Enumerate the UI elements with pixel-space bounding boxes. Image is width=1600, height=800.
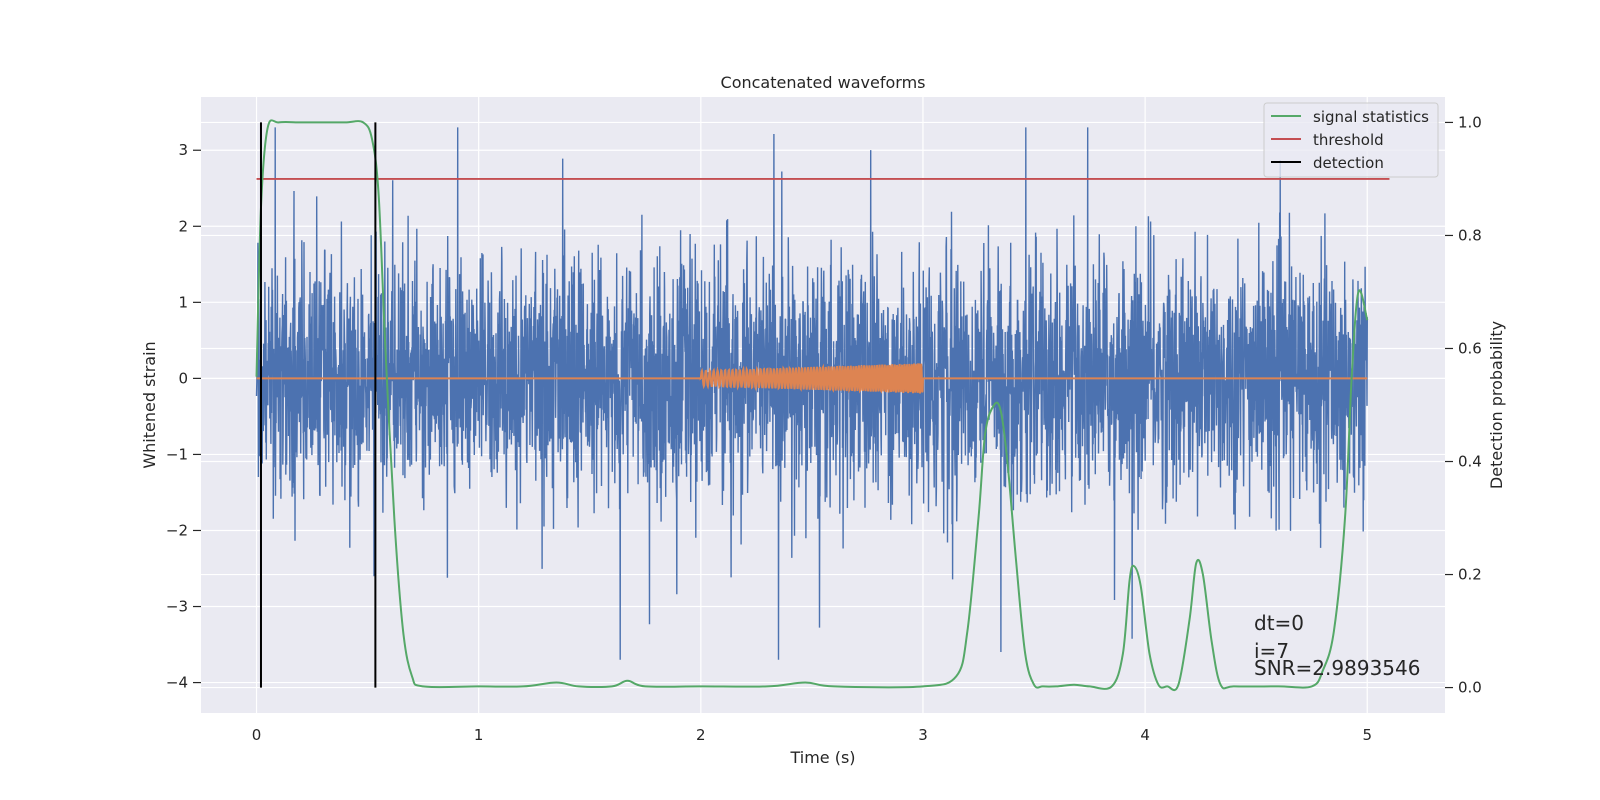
chart-title: Concatenated waveforms: [721, 73, 926, 92]
y-tick-label: 3: [178, 141, 188, 159]
y-tick-label: −4: [166, 674, 188, 692]
y2-axis-label: Detection probability: [1487, 321, 1506, 489]
chart-marks: [255, 119, 1390, 692]
y-tick-label: −3: [166, 598, 188, 616]
annotations: dt=0 i=7 SNR=2.9893546: [1254, 611, 1420, 680]
legend: signal statistics threshold detection: [1263, 102, 1439, 178]
y-tick-label: −1: [166, 445, 188, 463]
y2-tick-label: 0.2: [1458, 566, 1482, 584]
legend-label-threshold: threshold: [1313, 131, 1384, 149]
signal-statistics-line: [255, 119, 1369, 692]
y2-tick-label: 0.0: [1458, 679, 1482, 697]
annotation-index: i=7: [1254, 639, 1289, 663]
x-tick-label: 4: [1140, 726, 1150, 744]
axes: 0 1 2 3 4 5 −4 −3 −2 −1 0 1 2 3 0.0 0.2 0.4 0.6 0.8 1.0: [166, 113, 1482, 744]
x-tick-label: 2: [696, 726, 706, 744]
y-tick-label: 1: [178, 293, 188, 311]
annotation-snr: SNR=2.9893546: [1254, 656, 1420, 680]
y-tick-label: −2: [166, 521, 188, 539]
legend-box: [1263, 102, 1439, 178]
x-tick-label: 0: [252, 726, 262, 744]
annotation-dt: dt=0: [1254, 611, 1304, 635]
legend-label-detection: detection: [1313, 154, 1384, 172]
y2-tick-label: 0.4: [1458, 453, 1482, 471]
legend-label-signal-statistics: signal statistics: [1313, 108, 1429, 126]
x-tick-label: 3: [918, 726, 928, 744]
injected-waveform-line: [256, 363, 1368, 394]
y2-tick-label: 0.8: [1458, 226, 1482, 244]
x-tick-label: 1: [474, 726, 484, 744]
y2-tick-label: 0.6: [1458, 339, 1482, 357]
y2-tick-label: 1.0: [1458, 113, 1482, 131]
x-tick-label: 5: [1362, 726, 1372, 744]
y-tick-label: 0: [178, 369, 188, 387]
y-axis-label: Whitened strain: [140, 341, 159, 468]
strain-noise-line: [255, 127, 1368, 660]
y-tick-label: 2: [178, 217, 188, 235]
x-axis-label: Time (s): [789, 748, 855, 767]
